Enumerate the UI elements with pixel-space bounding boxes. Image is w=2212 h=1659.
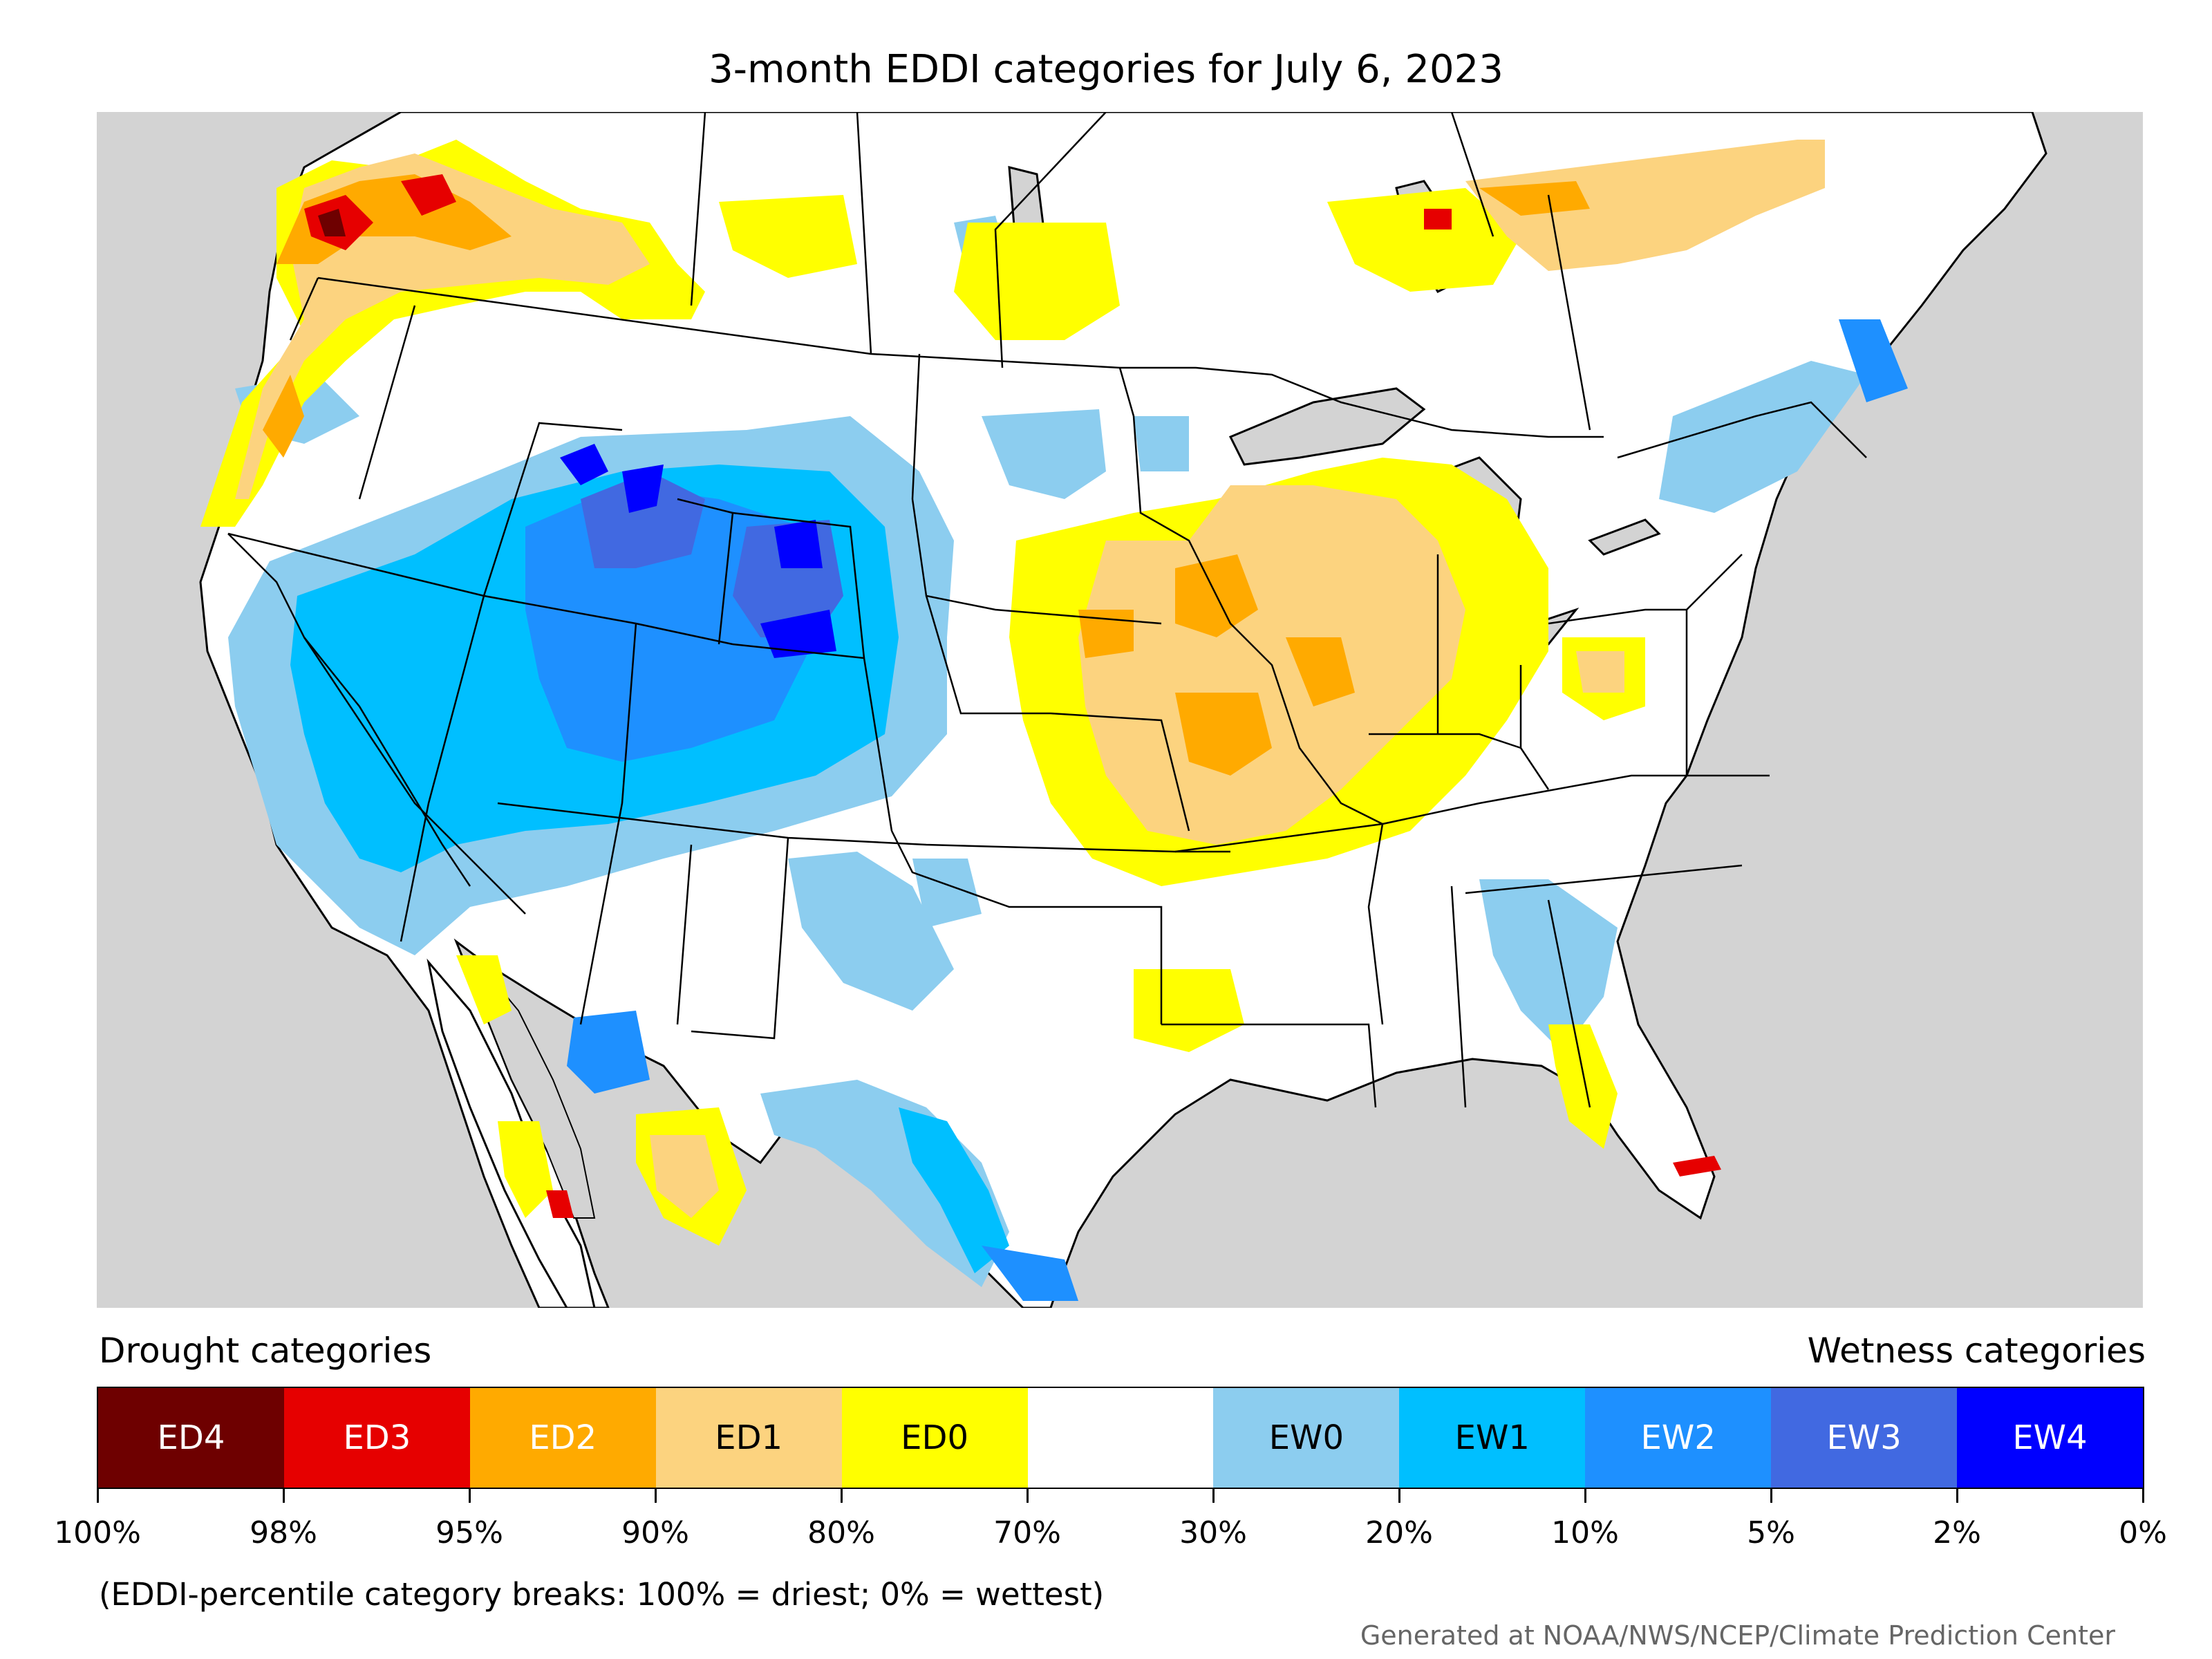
tick-label: 30% (1179, 1515, 1247, 1550)
political-boundaries (227, 112, 1867, 1108)
drought-anomalies (200, 140, 1825, 1246)
tick-mark (97, 1489, 99, 1503)
tick-label: 0% (2119, 1515, 2167, 1550)
tick-mark (655, 1489, 657, 1503)
tick-label: 80% (807, 1515, 875, 1550)
category-ed0: ED0 (841, 1388, 1028, 1488)
tick-mark (1027, 1489, 1029, 1503)
tick-mark (841, 1489, 843, 1503)
tick-label: 2% (1933, 1515, 1981, 1550)
category-ed2: ED2 (469, 1388, 656, 1488)
category-ew1: EW1 (1399, 1388, 1586, 1488)
category-ed4: ED4 (98, 1388, 284, 1488)
tick-label: 70% (993, 1515, 1061, 1550)
category-normal (1027, 1388, 1214, 1488)
wetness-categories-heading: Wetness categories (1807, 1331, 2146, 1371)
category-ew3: EW3 (1771, 1388, 1958, 1488)
source-credit: Generated at NOAA/NWS/NCEP/Climate Predi… (1360, 1620, 2115, 1651)
tick-mark (283, 1489, 285, 1503)
tick-label: 20% (1365, 1515, 1433, 1550)
category-ed1: ED1 (655, 1388, 842, 1488)
tick-mark (1398, 1489, 1400, 1503)
tick-mark (469, 1489, 471, 1503)
drought-categories-heading: Drought categories (99, 1331, 432, 1371)
tick-label: 98% (250, 1515, 317, 1550)
tick-mark (1584, 1489, 1586, 1503)
category-colorbar: ED4 ED3 ED2 ED1 ED0 EW0 EW1 EW2 EW3 EW4 (97, 1387, 2144, 1489)
map-title: 3-month EDDI categories for July 6, 2023 (709, 47, 1503, 92)
wetness-anomalies (228, 216, 1908, 1301)
category-ed3: ED3 (283, 1388, 470, 1488)
tick-mark (2142, 1489, 2144, 1503)
gulf-of-california (483, 967, 596, 1219)
tick-mark (1212, 1489, 1215, 1503)
eddi-map (97, 112, 2143, 1308)
tick-mark (1956, 1489, 1958, 1503)
category-ew4: EW4 (1957, 1388, 2143, 1488)
category-breaks-footnote: (EDDI-percentile category breaks: 100% =… (99, 1576, 1105, 1613)
tick-label: 100% (54, 1515, 141, 1550)
tick-label: 5% (1747, 1515, 1795, 1550)
tick-label: 95% (435, 1515, 503, 1550)
tick-label: 90% (621, 1515, 689, 1550)
tick-label: 10% (1551, 1515, 1619, 1550)
category-ew2: EW2 (1585, 1388, 1772, 1488)
tick-mark (1770, 1489, 1772, 1503)
category-ew0: EW0 (1213, 1388, 1400, 1488)
percentile-ticks: 100% 98% 95% 90% 80% 70% 30% 20% 10% 5% 2% 0% (54, 1489, 2167, 1551)
map-canvas (97, 112, 2143, 1308)
